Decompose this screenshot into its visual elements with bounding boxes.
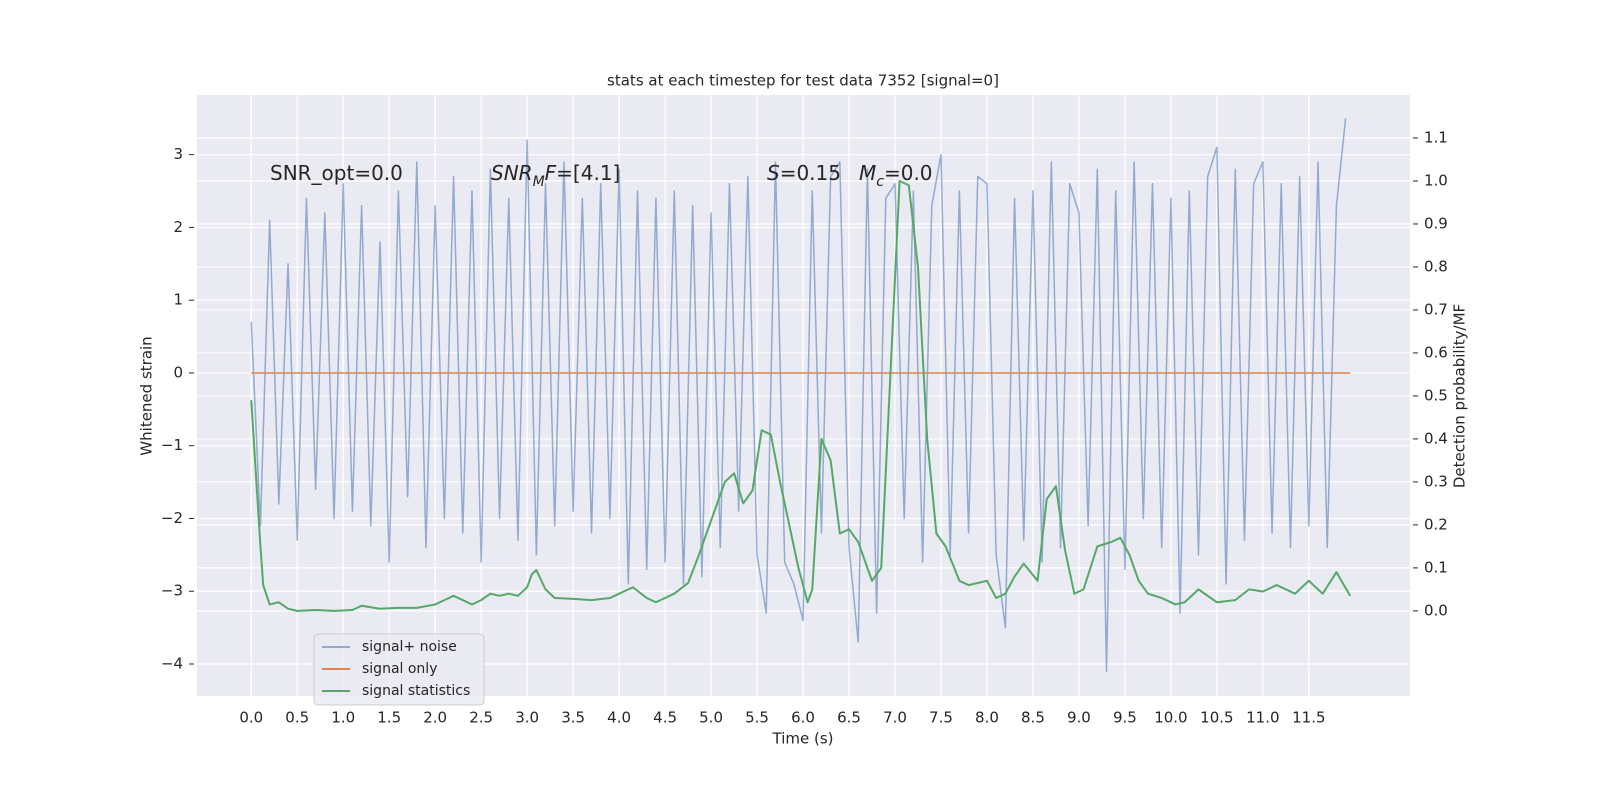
x-tick-label: 3.5	[561, 709, 585, 727]
x-tick-label: 0.0	[239, 709, 263, 727]
y2-tick-label: 0.6	[1424, 343, 1448, 361]
x-tick-label: 0.5	[285, 709, 309, 727]
annotation: SNR_opt=0.0	[270, 161, 403, 185]
x-tick-label: 7.0	[883, 709, 907, 727]
annotation-part: M	[533, 174, 545, 190]
annotation-part: c	[876, 174, 884, 190]
legend-label: signal statistics	[362, 683, 470, 699]
x-tick-label: 4.0	[607, 709, 631, 727]
x-tick-label: 1.0	[331, 709, 355, 727]
x-tick-label: 1.5	[377, 709, 401, 727]
annotation: SNRMF=[4.1]	[491, 161, 620, 191]
annotation-part: S	[767, 161, 780, 185]
x-tick-label: 2.5	[469, 709, 493, 727]
annotation-part: F	[545, 161, 557, 185]
annotation-part: SNR_opt=0.0	[270, 161, 403, 185]
y-tick-label: 0	[173, 363, 183, 381]
x-tick-label: 11.0	[1246, 709, 1279, 727]
y2-tick-label: 0.1	[1424, 558, 1448, 576]
annotation-part: =[4.1]	[556, 161, 620, 185]
x-tick-label: 9.0	[1067, 709, 1091, 727]
x-tick-label: 10.5	[1200, 709, 1233, 727]
y2-tick-label: 0.2	[1424, 515, 1448, 533]
series-line	[250, 179, 1352, 612]
y2-tick-label: 0.8	[1424, 257, 1448, 275]
y2-tick-label: 1.0	[1424, 171, 1448, 189]
y-tick-label: −4	[161, 654, 183, 672]
x-tick-label: 4.5	[653, 709, 677, 727]
y-tick-label: −3	[161, 582, 183, 600]
y2-axis-label: Detection probability/MF	[1451, 304, 1469, 488]
x-axis-label: Time (s)	[772, 730, 834, 748]
x-tick-label: 9.5	[1113, 709, 1137, 727]
x-tick-label: 7.5	[929, 709, 953, 727]
y-tick-label: 3	[173, 145, 183, 163]
x-tick-label: 6.0	[791, 709, 815, 727]
y2-tick-label: 0.0	[1424, 601, 1448, 619]
annotation: Mc=0.0	[859, 161, 933, 191]
annotation: S=0.15	[767, 161, 841, 185]
annotation-part: =0.0	[884, 161, 933, 185]
chart-title: stats at each timestep for test data 735…	[607, 72, 999, 90]
y-tick-label: 1	[173, 291, 183, 309]
x-tick-label: 11.5	[1292, 709, 1325, 727]
y-tick-label: 2	[173, 218, 183, 236]
annotation-part: =0.15	[780, 161, 841, 185]
series-line	[250, 118, 1347, 673]
y2-tick-label: 0.5	[1424, 386, 1448, 404]
x-tick-label: 8.0	[975, 709, 999, 727]
y2-tick-label: 0.9	[1424, 214, 1448, 232]
y2-tick-label: 0.4	[1424, 429, 1448, 447]
x-tick-label: 8.5	[1021, 709, 1045, 727]
x-tick-label: 5.5	[745, 709, 769, 727]
y2-tick-label: 1.1	[1424, 128, 1448, 146]
y-tick-label: −2	[161, 509, 183, 527]
x-tick-label: 3.0	[515, 709, 539, 727]
x-tick-label: 5.0	[699, 709, 723, 727]
legend-label: signal+ noise	[362, 639, 457, 655]
x-tick-label: 2.0	[423, 709, 447, 727]
y2-tick-label: 0.3	[1424, 472, 1448, 490]
legend-label: signal only	[362, 661, 437, 677]
y-tick-label: −1	[161, 436, 183, 454]
x-tick-label: 6.5	[837, 709, 861, 727]
annotation-part: SNR	[491, 161, 533, 185]
annotation-part: M	[859, 161, 876, 185]
y2-tick-label: 0.7	[1424, 300, 1448, 318]
y-axis-label: Whitened strain	[138, 336, 156, 455]
legend-box	[313, 633, 485, 706]
x-tick-label: 10.0	[1154, 709, 1187, 727]
